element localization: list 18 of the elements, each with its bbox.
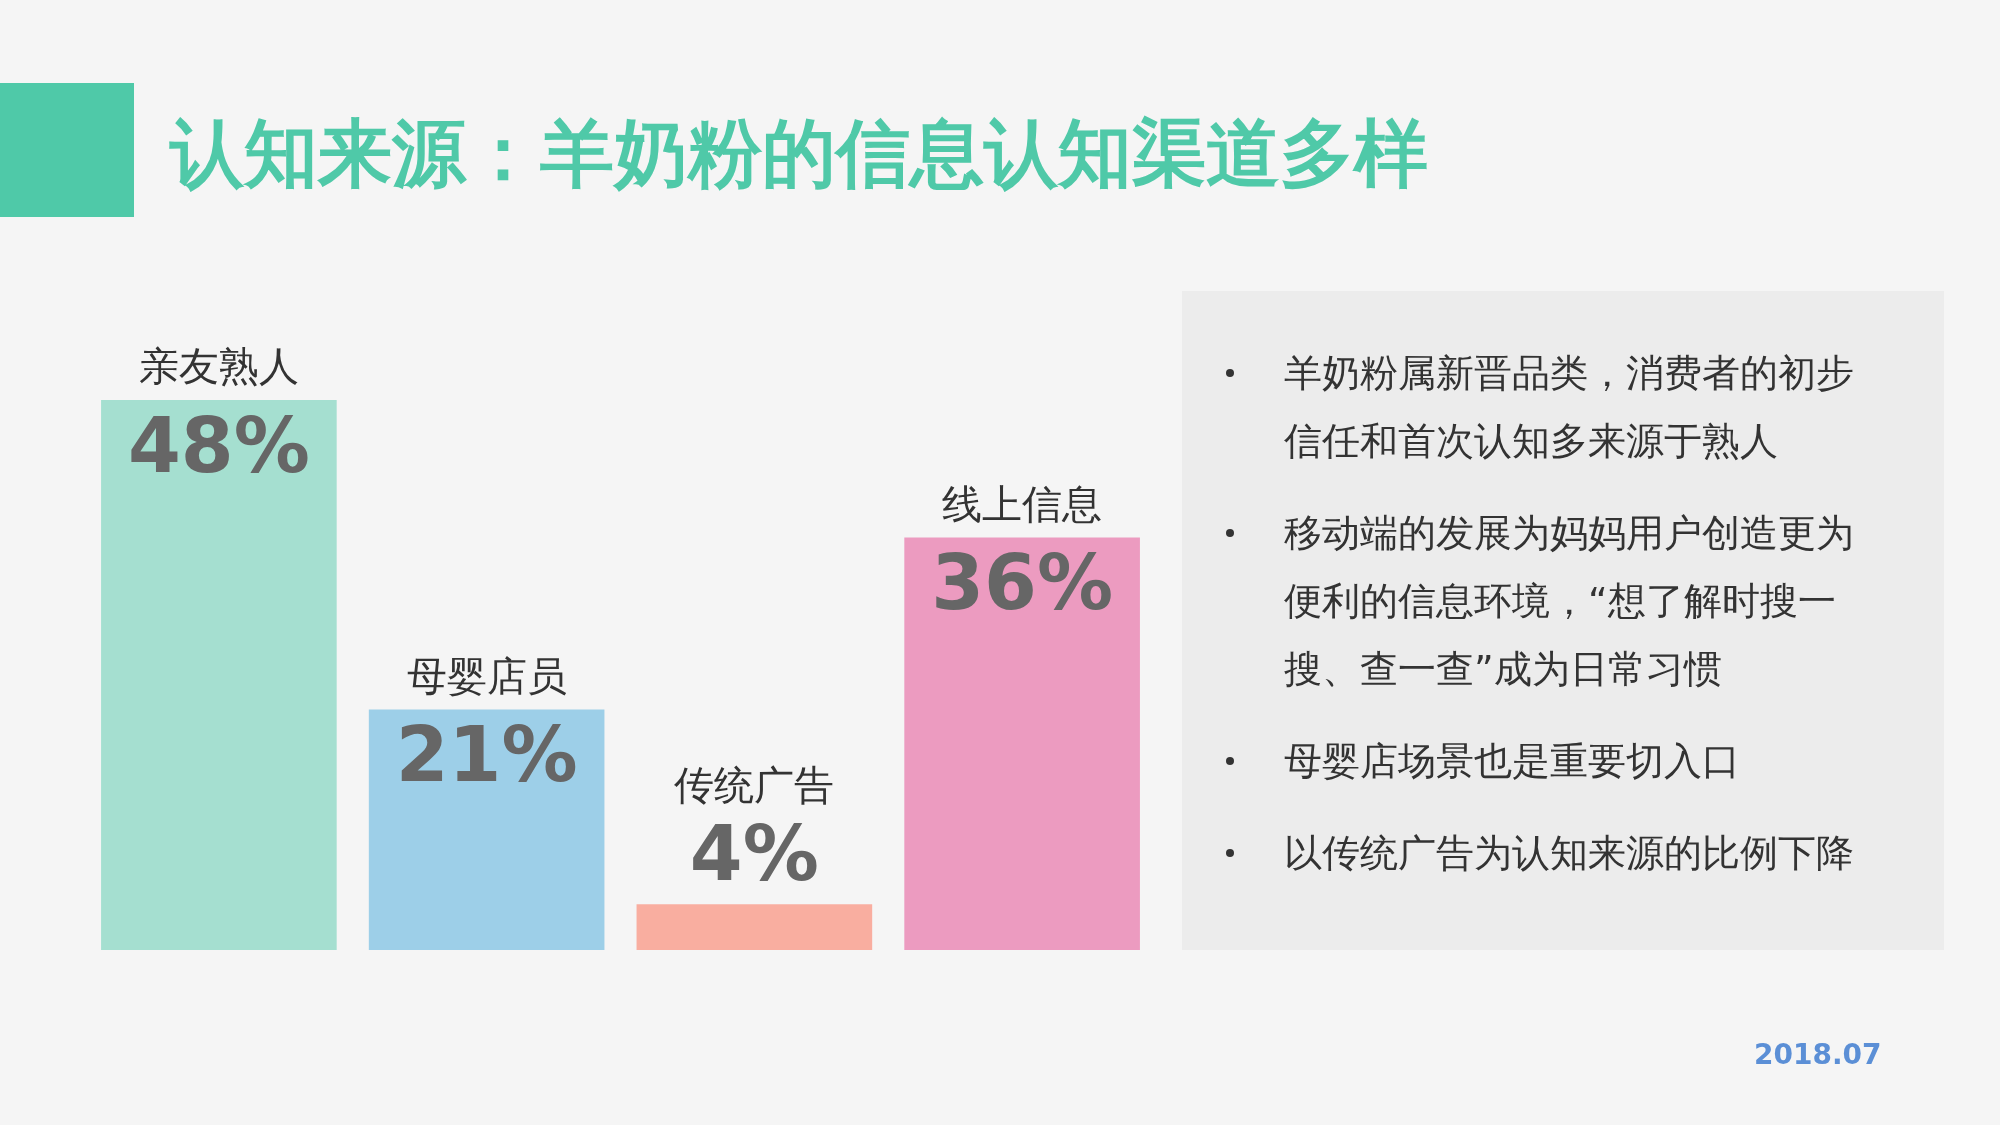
- text: 母婴店场景也是重要切入口: [1283, 738, 1741, 785]
- chart-title: 认知来源：羊奶粉的信息认知渠道多样: [170, 109, 1428, 198]
- bar: [101, 400, 337, 950]
- bar: [368, 709, 605, 950]
- text: 移动端的发展为妈妈用户创造更为便利的信息环境，“想了解时搜一搜、查一查”成为日常习惯: [1283, 510, 1855, 693]
- x-tick-label: 线上信息: [942, 480, 1103, 527]
- data-label: 21%: [395, 710, 578, 800]
- bar: [904, 537, 1140, 950]
- bar: [636, 904, 873, 950]
- x-tick-label: 传统广告: [674, 761, 835, 808]
- data-label: 48%: [127, 400, 310, 490]
- text: 以传统广告为认知来源的比例下降: [1283, 830, 1855, 877]
- data-label: 4%: [689, 808, 819, 898]
- text: 羊奶粉属新晋品类，消费者的初步信任和首次认知多来源于熟人: [1283, 350, 1855, 465]
- x-tick-label: 亲友熟人: [138, 343, 299, 390]
- data-label: 36%: [931, 538, 1114, 628]
- x-tick-label: 母婴店员: [406, 652, 567, 699]
- text: 2018.07: [1754, 1038, 1882, 1071]
